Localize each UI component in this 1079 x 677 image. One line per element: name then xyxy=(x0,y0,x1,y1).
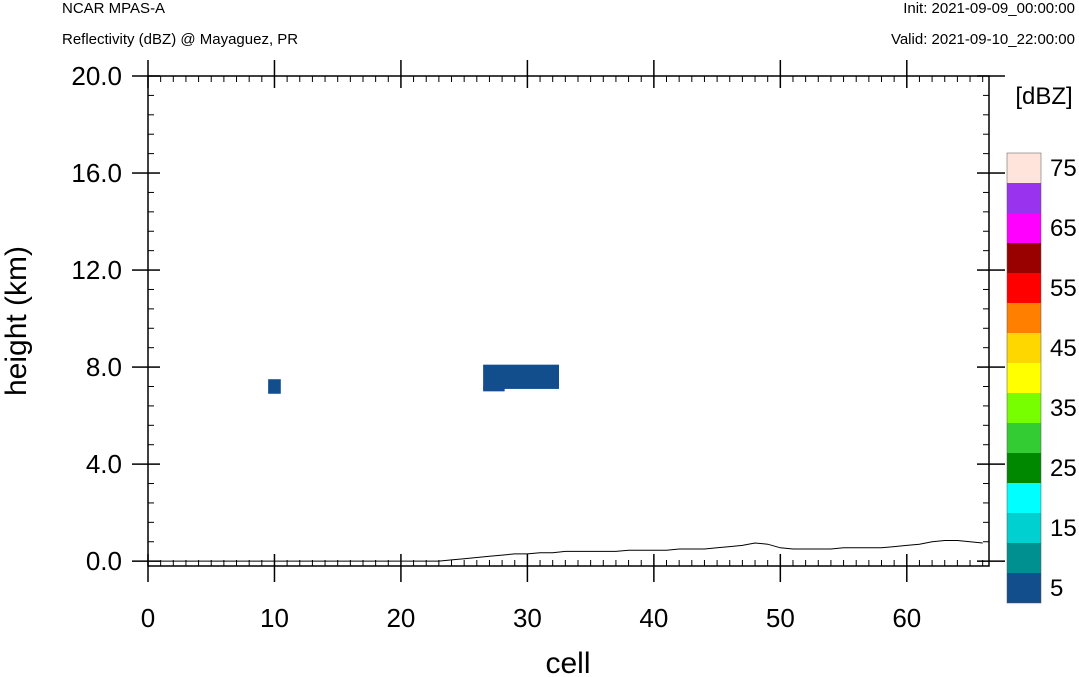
colorbar-label: 55 xyxy=(1050,275,1077,302)
colorbar-frame xyxy=(1006,152,1042,604)
colorbar-swatch xyxy=(1007,303,1041,333)
colorbar-swatch xyxy=(1007,243,1041,273)
colorbar-swatch xyxy=(1007,453,1041,483)
y-tick-label: 8.0 xyxy=(86,352,122,382)
colorbar-label: 65 xyxy=(1050,215,1077,242)
colorbar-title: [dBZ] xyxy=(1015,83,1072,110)
x-axis-title: cell xyxy=(545,647,590,677)
colorbar-swatch xyxy=(1007,213,1041,243)
colorbar-swatch xyxy=(1007,513,1041,543)
y-tick-label: 20.0 xyxy=(71,61,122,91)
x-tick-label: 50 xyxy=(766,603,795,633)
x-tick-label: 40 xyxy=(639,603,668,633)
x-tick-label: 0 xyxy=(141,603,155,633)
colorbar-swatch xyxy=(1007,423,1041,453)
colorbar-swatch xyxy=(1007,183,1041,213)
valid-time: Valid: 2021-09-10_22:00:00 xyxy=(890,31,1075,48)
colorbar-label: 15 xyxy=(1050,515,1077,542)
x-tick-label: 20 xyxy=(386,603,415,633)
colorbar-label: 35 xyxy=(1050,395,1077,422)
colorbar-swatch xyxy=(1007,483,1041,513)
y-axis-title: height (km) xyxy=(0,246,33,396)
terrain-line xyxy=(154,540,983,562)
reflectivity-patch-2 xyxy=(483,386,505,392)
reflectivity-patch-0 xyxy=(268,379,281,394)
y-tick-label: 0.0 xyxy=(86,546,122,576)
plot-frame xyxy=(147,75,990,567)
colorbar-swatch xyxy=(1007,573,1041,603)
y-tick-label: 16.0 xyxy=(71,158,122,188)
colorbar-label: 5 xyxy=(1050,575,1063,602)
colorbar-swatch xyxy=(1007,393,1041,423)
colorbar-swatch xyxy=(1007,543,1041,573)
y-tick-label: 12.0 xyxy=(71,255,122,285)
x-tick-label: 60 xyxy=(892,603,921,633)
colorbar-swatch xyxy=(1007,333,1041,363)
colorbar-swatch xyxy=(1007,153,1041,183)
colorbar-swatch xyxy=(1007,363,1041,393)
model-title: NCAR MPAS-A xyxy=(62,0,166,17)
x-tick-label: 30 xyxy=(513,603,542,633)
init-time: Init: 2021-09-09_00:00:00 xyxy=(903,0,1075,17)
colorbar-label: 45 xyxy=(1050,335,1077,362)
x-tick-label: 10 xyxy=(260,603,289,633)
colorbar-swatch xyxy=(1007,273,1041,303)
colorbar-label: 75 xyxy=(1050,155,1077,182)
reflectivity-patch-1 xyxy=(483,364,560,389)
colorbar-label: 25 xyxy=(1050,455,1077,482)
chart-subtitle: Reflectivity (dBZ) @ Mayaguez, PR xyxy=(62,31,299,48)
y-tick-label: 4.0 xyxy=(86,449,122,479)
